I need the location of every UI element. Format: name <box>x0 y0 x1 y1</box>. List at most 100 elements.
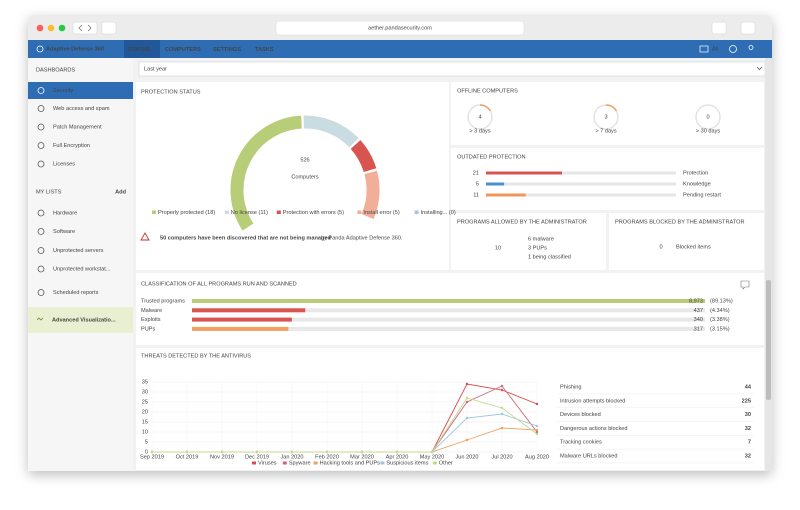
sidebar-item[interactable]: Security <box>53 88 73 94</box>
url[interactable]: aether.pandasecurity.com <box>368 25 432 31</box>
panel-title: CLASSIFICATION OF ALL PROGRAMS RUN AND S… <box>141 281 297 287</box>
class-value: 8,973 <box>689 298 703 304</box>
blocked-label: Blocked items <box>676 244 711 250</box>
chart-title: THREATS DETECTED BY THE ANTIVIRUS <box>141 353 251 359</box>
sidebar-item[interactable]: Web access and spam <box>53 106 110 112</box>
warning-icon <box>140 232 150 241</box>
advanced-icon <box>36 317 44 321</box>
menu-icon <box>37 105 45 112</box>
x-tick-label: Apr 2020 <box>386 454 409 460</box>
sidebar-item[interactable]: Advanced Visualizatio... <box>52 317 116 323</box>
class-percent: (3.15%) <box>710 326 730 332</box>
user-icon[interactable] <box>748 45 754 50</box>
outdated-bar <box>486 193 526 197</box>
data-point <box>290 450 294 454</box>
sidebar-button[interactable] <box>101 21 117 35</box>
nav-tab[interactable]: COMPUTERS <box>165 47 201 53</box>
x-tick-label: Sep 2019 <box>140 454 164 460</box>
stat-value: 32 <box>745 453 751 459</box>
class-label: Exploits <box>141 317 161 323</box>
close-button[interactable] <box>36 24 44 32</box>
y-tick-label: 10 <box>142 429 148 435</box>
data-point <box>500 388 504 392</box>
stat-value: 225 <box>742 398 751 404</box>
class-label: Trusted programs <box>141 298 185 304</box>
sidebar-item[interactable]: Patch Management <box>53 124 102 130</box>
allowed-detail: 6 malware <box>528 236 554 242</box>
allowed-detail: 1 being classified <box>528 254 571 260</box>
data-point <box>535 430 539 434</box>
data-point <box>360 450 364 454</box>
minimize-button[interactable] <box>47 24 55 32</box>
share-button[interactable] <box>711 21 727 35</box>
zoom-button[interactable] <box>58 24 66 32</box>
gauge-segment <box>361 170 380 220</box>
outdated-label: Protection <box>683 170 708 176</box>
sidebar-item[interactable]: Hardware <box>53 210 77 216</box>
add-link[interactable]: Add <box>115 189 126 195</box>
legend-swatch <box>432 461 437 465</box>
panel-protection <box>136 82 449 270</box>
legend-label: Viruses <box>258 460 277 466</box>
menu-icon <box>37 289 45 296</box>
legend-swatch <box>276 210 281 214</box>
y-tick-label: 0 <box>145 449 148 455</box>
stat-label: Phishing <box>560 384 581 390</box>
nav-buttons[interactable] <box>72 21 98 35</box>
scrollbar-thumb[interactable] <box>766 280 771 400</box>
legend-swatch <box>252 461 256 465</box>
app-navbar <box>28 40 772 58</box>
y-tick-label: 5 <box>145 439 148 445</box>
settings-icon[interactable] <box>729 45 737 53</box>
tabs-button[interactable] <box>740 21 756 35</box>
series-line <box>152 397 538 453</box>
class-value: 340 <box>694 317 703 323</box>
scrollbar[interactable] <box>765 58 772 471</box>
folder-icon <box>699 45 709 53</box>
data-point <box>430 450 434 454</box>
data-point <box>185 450 189 454</box>
active-tab-bg <box>124 40 160 58</box>
legend-swatch <box>380 461 385 465</box>
menu-icon <box>37 160 45 168</box>
stat-value: 44 <box>745 384 752 390</box>
legend-label: No license (11) <box>231 210 268 216</box>
panel-title: PROTECTION STATUS <box>141 89 201 95</box>
period-value[interactable]: Last year <box>144 66 167 72</box>
menu-icon <box>37 247 45 254</box>
data-point <box>465 438 469 442</box>
sidebar-item[interactable]: Unprotected servers <box>53 248 104 254</box>
sidebar-item[interactable]: Licenses <box>53 161 75 167</box>
panel-title: PROGRAMS BLOCKED BY THE ADMINISTRATOR <box>615 219 745 225</box>
menu-icon <box>37 228 45 235</box>
x-tick-label: Jan 2020 <box>280 454 303 460</box>
nav-tab[interactable]: SETTINGS <box>213 47 241 53</box>
blocked-total: 0 <box>659 244 662 250</box>
bar-track <box>486 193 676 197</box>
scope[interactable]: All <box>712 46 718 52</box>
gauge-total: 526 <box>300 157 309 163</box>
offline-label: > 3 days <box>469 128 491 134</box>
legend-label: Spyware <box>289 460 311 466</box>
url-bar[interactable] <box>275 20 525 36</box>
bar-track <box>192 308 705 313</box>
comment-icon[interactable] <box>740 280 750 290</box>
sidebar-item[interactable]: Scheduled reports <box>53 290 99 296</box>
period-select[interactable] <box>138 61 766 77</box>
offline-count: 0 <box>706 114 709 120</box>
x-tick-label: May 2020 <box>420 454 445 460</box>
sidebar-item[interactable]: Software <box>53 229 75 235</box>
brand-logo <box>36 45 44 53</box>
sidebar-item[interactable]: Unprotected workstat... <box>53 266 111 272</box>
legend-swatch <box>152 210 156 214</box>
nav-tab[interactable]: TASKS <box>255 47 274 53</box>
legend-label: Suspicious items <box>386 460 428 466</box>
nav-tab[interactable]: STATUS <box>128 47 150 53</box>
legend-swatch <box>357 210 362 214</box>
menu-icon <box>37 87 45 94</box>
gauge-segment <box>350 140 377 173</box>
bar-track <box>192 326 705 331</box>
y-tick-label: 35 <box>142 379 148 385</box>
data-point <box>535 424 539 428</box>
sidebar-item[interactable]: Full Encryption <box>53 143 90 149</box>
